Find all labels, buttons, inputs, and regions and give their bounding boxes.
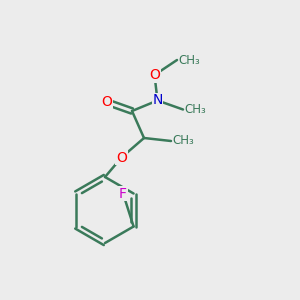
Text: F: F	[119, 187, 127, 200]
Text: O: O	[149, 68, 160, 82]
Text: CH₃: CH₃	[178, 53, 200, 67]
Text: CH₃: CH₃	[184, 103, 206, 116]
Text: O: O	[101, 95, 112, 109]
Text: N: N	[152, 94, 163, 107]
Text: CH₃: CH₃	[172, 134, 194, 148]
Text: O: O	[116, 151, 127, 164]
